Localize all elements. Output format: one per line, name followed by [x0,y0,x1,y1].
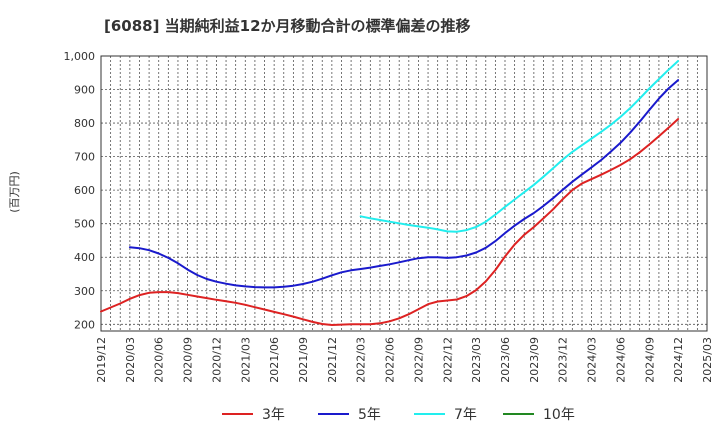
x-tick-label: 2020/12 [210,337,223,383]
y-tick-label: 800 [74,117,95,130]
y-tick-label: 300 [74,285,95,298]
x-tick-label: 2020/06 [153,337,166,383]
x-tick-label: 2022/12 [441,337,454,383]
y-tick-label: 700 [74,151,95,164]
x-tick-label: 2019/12 [95,337,108,383]
x-tick-label: 2023/09 [528,337,541,383]
y-tick-label: 200 [74,318,95,331]
x-tick-label: 2021/06 [268,337,281,383]
legend-label: 10年 [543,407,575,423]
y-tick-label: 900 [74,84,95,97]
legend: 3年 5年 7年 10年 [222,407,575,423]
y-axis-label: (百万円) [8,171,21,213]
y-tick-label: 600 [74,184,95,197]
y-tick-label: 500 [74,218,95,231]
series-line-5年 [128,79,680,289]
plot-area: 200 300 400 500 600 700 800 900 1,000 2019/12 2020… [64,50,715,383]
plot-frame [100,55,708,332]
x-tick-label: 2023/03 [470,337,483,383]
y-tick-label: 400 [74,251,95,264]
x-tick-label: 2025/03 [701,337,714,383]
x-tick-label: 2020/03 [124,337,137,383]
plot-background [101,56,707,331]
series-line-3年 [100,118,680,326]
legend-label: 5年 [358,407,381,423]
x-tick-label: 2022/09 [412,337,425,383]
x-tick-label: 2023/12 [557,337,570,383]
legend-label: 3年 [262,407,285,423]
y-tick-label: 1,000 [64,50,96,63]
x-tick-label: 2022/06 [384,337,397,383]
x-tick-label: 2024/03 [586,337,599,383]
series-line-7年 [359,60,680,233]
x-tick-label: 2024/12 [672,337,685,383]
x-tick-label: 2021/12 [326,337,339,383]
x-tick-label: 2024/09 [643,337,656,383]
x-tick-label: 2021/03 [239,337,252,383]
x-tick-label: 2021/09 [297,337,310,383]
x-tick-label: 2022/03 [355,337,368,383]
x-tick-label: 2024/06 [614,337,627,383]
x-tick-label: 2023/06 [499,337,512,383]
chart-title: [6088] 当期純利益12か月移動合計の標準偏差の推移 [104,17,471,35]
legend-label: 7年 [454,407,477,423]
x-tick-label: 2020/09 [182,337,195,383]
